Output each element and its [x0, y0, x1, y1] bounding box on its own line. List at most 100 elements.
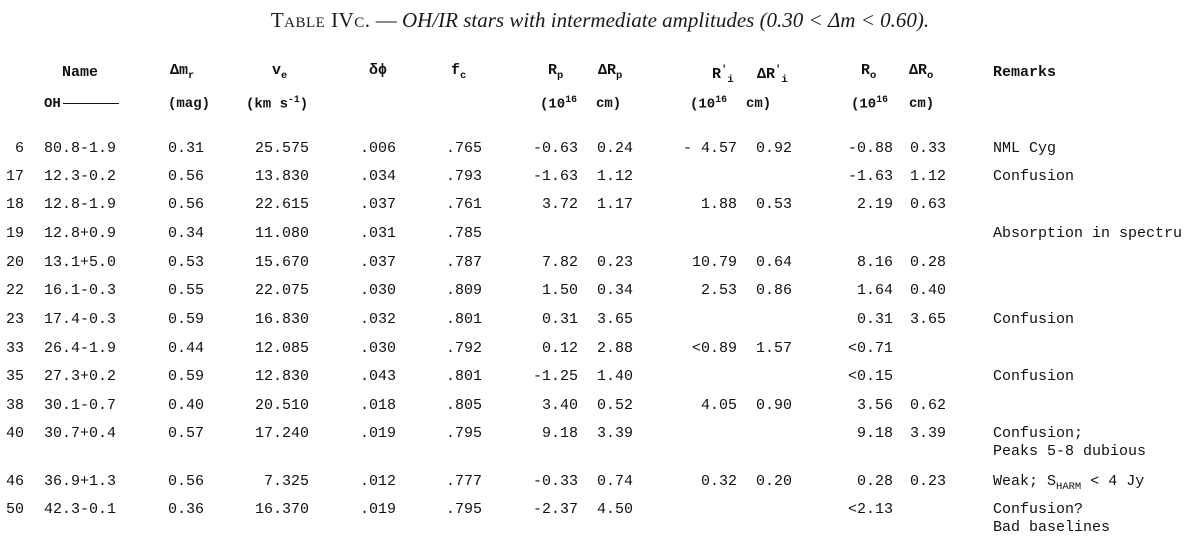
- cell-name: 26.4-1.9: [44, 340, 117, 357]
- cell-dm: 0.59: [168, 368, 205, 385]
- col-header-fc: fc: [451, 62, 467, 82]
- cell-name: 13.1+5.0: [44, 254, 117, 271]
- cell-ve: 16.830: [254, 311, 309, 328]
- cell-ro: 0.31: [856, 311, 893, 328]
- col-header-remarks: Remarks: [993, 64, 1057, 81]
- cell-ri: 4.05: [700, 397, 737, 414]
- cell-dro: 0.40: [909, 282, 946, 299]
- cell-no: 19: [5, 225, 24, 242]
- cell-remark: Confusion: [993, 311, 1075, 328]
- cell-dphi: .006: [359, 140, 396, 157]
- cell-ro: 1.64: [856, 282, 893, 299]
- cell-rp: 9.18: [541, 425, 578, 442]
- cell-name: 16.1-0.3: [44, 282, 117, 299]
- cell-drp: 0.23: [596, 254, 633, 271]
- cell-rp: 0.31: [541, 311, 578, 328]
- cell-dm: 0.55: [168, 282, 205, 299]
- cell-rp: 3.72: [541, 196, 578, 213]
- cell-ve: 15.670: [254, 254, 309, 271]
- cell-dri: 1.57: [755, 340, 792, 357]
- ri-unit-b: cm): [746, 96, 772, 112]
- table-caption: OH/IR stars with intermediate amplitudes…: [402, 8, 930, 32]
- cell-no: 46: [5, 473, 24, 490]
- col-header-rp: Rp: [548, 62, 564, 82]
- cell-ri: - 4.57: [682, 140, 737, 157]
- cell-ve: 11.080: [254, 225, 309, 242]
- cell-no: 40: [5, 425, 24, 442]
- cell-dm: 0.56: [168, 168, 205, 185]
- name-unit: OH: [44, 96, 119, 112]
- cell-dphi: .043: [359, 368, 396, 385]
- cell-drp: 1.17: [596, 196, 633, 213]
- ri-unit-a: (1016: [690, 94, 727, 113]
- cell-rp: 0.12: [541, 340, 578, 357]
- cell-dm: 0.56: [168, 196, 205, 213]
- cell-rp: -1.25: [532, 368, 578, 385]
- cell-ri: 1.88: [700, 196, 737, 213]
- cell-ro: 0.28: [856, 473, 893, 490]
- cell-fc: .765: [445, 140, 482, 157]
- cell-dphi: .037: [359, 254, 396, 271]
- cell-dri: 0.20: [755, 473, 792, 490]
- cell-fc: .795: [445, 425, 482, 442]
- cell-ve: 22.615: [254, 196, 309, 213]
- cell-remark: Confusion?: [993, 501, 1084, 518]
- cell-ve: 12.085: [254, 340, 309, 357]
- cell-fc: .792: [445, 340, 482, 357]
- cell-fc: .809: [445, 282, 482, 299]
- cell-drp: 0.24: [596, 140, 633, 157]
- cell-dro: 0.23: [909, 473, 946, 490]
- cell-dphi: .032: [359, 311, 396, 328]
- cell-remark: Confusion: [993, 368, 1075, 385]
- cell-drp: 0.74: [596, 473, 633, 490]
- cell-dro: 0.33: [909, 140, 946, 157]
- cell-dro: 3.65: [909, 311, 946, 328]
- cell-remark: Confusion;: [993, 425, 1084, 442]
- cell-ve: 16.370: [254, 501, 309, 518]
- cell-rp: 3.40: [541, 397, 578, 414]
- cell-ve: 13.830: [254, 168, 309, 185]
- cell-fc: .761: [445, 196, 482, 213]
- cell-dphi: .030: [359, 340, 396, 357]
- cell-remark: Weak; SHARM < 4 Jy: [993, 473, 1145, 493]
- cell-rp: -2.37: [532, 501, 578, 518]
- cell-no: 38: [5, 397, 24, 414]
- cell-remark: Confusion: [993, 168, 1075, 185]
- cell-dm: 0.40: [168, 397, 205, 414]
- cell-drp: 1.40: [596, 368, 633, 385]
- cell-dm: 0.53: [168, 254, 205, 271]
- cell-ve: 7.325: [263, 473, 309, 490]
- cell-dphi: .019: [359, 425, 396, 442]
- cell-no: 23: [5, 311, 24, 328]
- col-header-ve: ve: [272, 62, 288, 82]
- ro-unit-a: (1016: [851, 94, 888, 113]
- cell-dm: 0.36: [168, 501, 205, 518]
- cell-remark: Peaks 5-8 dubious: [993, 443, 1147, 460]
- cell-name: 12.8+0.9: [44, 225, 117, 242]
- cell-rp: -1.63: [532, 168, 578, 185]
- cell-name: 80.8-1.9: [44, 140, 117, 157]
- dm-unit: (mag): [168, 96, 211, 112]
- cell-no: 18: [5, 196, 24, 213]
- cell-dphi: .031: [359, 225, 396, 242]
- cell-dro: 0.63: [909, 196, 946, 213]
- cell-ri: <0.89: [691, 340, 737, 357]
- cell-dphi: .030: [359, 282, 396, 299]
- cell-ro: -0.88: [847, 140, 893, 157]
- cell-drp: 2.88: [596, 340, 633, 357]
- cell-dm: 0.34: [168, 225, 205, 242]
- cell-dm: 0.31: [168, 140, 205, 157]
- cell-name: 42.3-0.1: [44, 501, 117, 518]
- cell-dri: 0.86: [755, 282, 792, 299]
- cell-no: 17: [5, 168, 24, 185]
- cell-dri: 0.92: [755, 140, 792, 157]
- cell-no: 50: [5, 501, 24, 518]
- cell-ve: 12.830: [254, 368, 309, 385]
- cell-dri: 0.53: [755, 196, 792, 213]
- cell-dphi: .034: [359, 168, 396, 185]
- cell-fc: .805: [445, 397, 482, 414]
- cell-ro: <0.15: [847, 368, 893, 385]
- cell-fc: .787: [445, 254, 482, 271]
- cell-drp: 0.52: [596, 397, 633, 414]
- cell-dm: 0.57: [168, 425, 205, 442]
